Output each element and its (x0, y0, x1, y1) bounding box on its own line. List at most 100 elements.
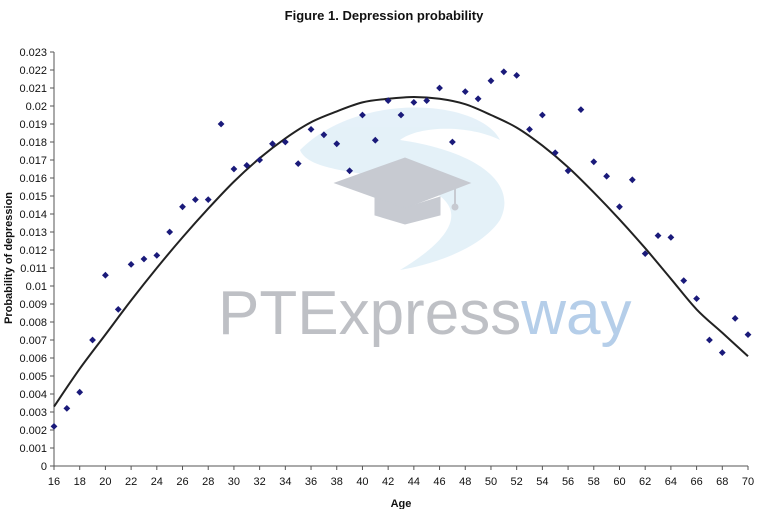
data-point (230, 165, 238, 173)
y-tick-label: 0.01 (26, 281, 47, 293)
data-point (294, 160, 302, 167)
x-tick-label: 40 (356, 476, 368, 488)
data-point (706, 336, 713, 344)
x-tick-label: 28 (202, 476, 214, 488)
y-tick-label: 0.015 (19, 191, 47, 203)
data-point (667, 234, 675, 241)
y-tick-label: 0.019 (19, 119, 47, 131)
data-point (744, 331, 752, 338)
y-tick-label: 0.006 (19, 353, 47, 365)
data-points (50, 68, 752, 430)
y-tick-label: 0.013 (19, 227, 47, 239)
x-tick-label: 26 (176, 476, 188, 488)
data-point (179, 203, 186, 211)
data-point (449, 138, 456, 146)
graduation-cap-icon (333, 157, 472, 225)
y-axis-ticks: 0 0.001 0.002 0.003 0.004 0.005 0.006 0.007 0.00… (19, 47, 54, 473)
data-point (718, 349, 726, 356)
y-tick-label: 0.023 (19, 47, 47, 59)
data-point (127, 261, 135, 268)
x-tick-label: 34 (279, 476, 291, 488)
data-point (423, 97, 431, 104)
data-point (384, 97, 392, 104)
data-point (153, 252, 161, 259)
x-tick-label: 56 (562, 476, 574, 488)
x-axis-ticks: 16 18 20 22 24 26 28 30 32 34 36 38 40 42 44 46 48 50 52 54… (48, 466, 754, 488)
y-tick-label: 0.021 (19, 83, 47, 95)
data-point (333, 140, 341, 148)
data-point (50, 423, 58, 430)
x-tick-label: 58 (588, 476, 600, 488)
data-point (603, 172, 611, 180)
data-point (166, 228, 174, 236)
x-tick-label: 60 (613, 476, 625, 488)
y-tick-label: 0.02 (26, 101, 47, 113)
data-point (577, 106, 585, 113)
data-point (217, 120, 225, 128)
x-tick-label: 24 (151, 476, 163, 488)
y-tick-label: 0.003 (19, 407, 47, 419)
x-tick-label: 42 (382, 476, 394, 488)
data-point (641, 250, 649, 257)
data-point (731, 315, 739, 322)
data-point (564, 167, 572, 175)
data-point (538, 111, 546, 119)
data-point (346, 167, 353, 175)
x-tick-label: 52 (511, 476, 523, 488)
data-point (513, 72, 521, 79)
data-point (243, 162, 251, 169)
y-tick-label: 0.009 (19, 299, 47, 311)
data-point (654, 232, 662, 239)
x-tick-label: 20 (99, 476, 111, 488)
data-point (616, 203, 623, 211)
x-tick-label: 66 (690, 476, 702, 488)
y-tick-label: 0.017 (19, 155, 47, 167)
x-tick-label: 30 (228, 476, 240, 488)
watermark: PTExpressway (218, 107, 631, 348)
x-tick-label: 18 (74, 476, 86, 488)
data-point (114, 306, 122, 313)
x-tick-label: 50 (485, 476, 497, 488)
x-tick-label: 46 (433, 476, 445, 488)
y-axis-title: Probability of depression (3, 192, 15, 324)
data-point (281, 138, 289, 146)
trendline-curve (53, 95, 749, 408)
y-tick-label: 0.004 (19, 389, 47, 401)
y-tick-label: 0.012 (19, 245, 47, 257)
y-tick-label: 0.005 (19, 371, 47, 383)
x-tick-label: 22 (125, 476, 137, 488)
data-point (359, 111, 366, 119)
data-point (191, 196, 199, 203)
data-point (693, 295, 700, 302)
data-point (461, 88, 469, 95)
data-point (500, 68, 508, 76)
data-point (474, 95, 482, 103)
x-axis-title: Age (391, 498, 412, 509)
data-point (76, 388, 84, 396)
x-tick-label: 32 (254, 476, 266, 488)
x-tick-label: 48 (459, 476, 471, 488)
y-tick-label: 0 (41, 461, 47, 473)
x-tick-label: 70 (742, 476, 754, 488)
data-point (590, 158, 598, 166)
x-tick-label: 62 (639, 476, 651, 488)
x-tick-label: 38 (331, 476, 343, 488)
data-point (102, 271, 109, 279)
y-tick-label: 0.018 (19, 137, 47, 149)
data-point (680, 277, 688, 284)
y-tick-label: 0.002 (19, 425, 47, 437)
x-tick-label: 36 (305, 476, 317, 488)
x-tick-label: 54 (536, 476, 548, 488)
data-point (320, 131, 328, 139)
data-point (410, 99, 418, 106)
data-point (436, 84, 443, 92)
y-tick-label: 0.022 (19, 65, 47, 77)
chart-title: Figure 1. Depression probability (285, 8, 484, 23)
data-point (269, 140, 276, 148)
data-point (526, 126, 533, 133)
watermark-text: PTExpressway (218, 279, 631, 348)
data-point (204, 196, 212, 203)
data-point (256, 156, 264, 164)
